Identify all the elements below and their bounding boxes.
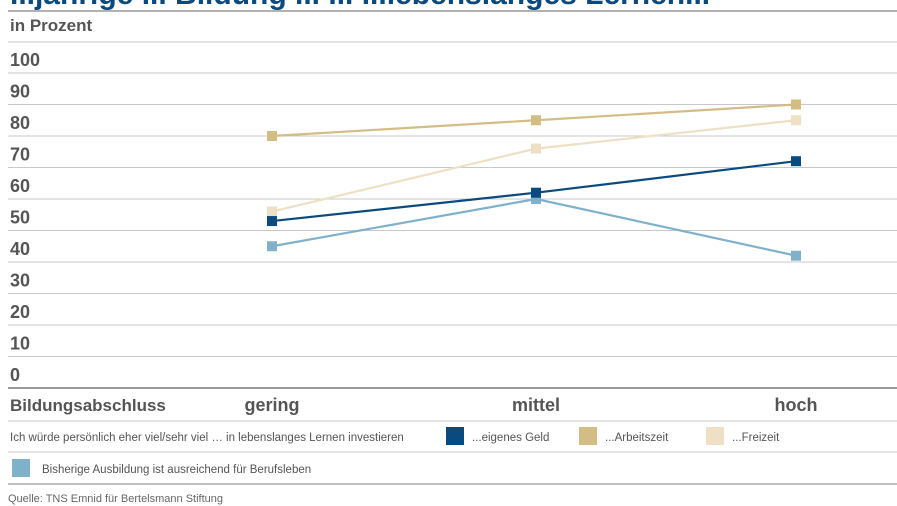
legend-intro: Ich würde persönlich eher viel/sehr viel… <box>10 432 404 444</box>
y-tick-label-0: 0 <box>10 365 20 385</box>
series-line-3 <box>271 197 797 257</box>
data-point-s2-mittel <box>531 143 541 154</box>
legend-label-3: Bisherige Ausbildung ist ausreichend für… <box>42 464 311 476</box>
data-point-s3-hoch <box>791 250 801 261</box>
chart-title-strip: ...jährige ... Bildung ... ... ...lebens… <box>0 0 897 11</box>
y-tick-label-90: 90 <box>10 82 30 102</box>
legend-swatch-0 <box>446 427 464 445</box>
data-point-s0-hoch <box>791 156 801 167</box>
y-tick-label-60: 60 <box>10 176 30 196</box>
legend-swatch-1 <box>579 427 597 445</box>
chart-title-fragment: ...jährige ... Bildung ... ... ...lebens… <box>10 0 710 11</box>
x-category-mittel: mittel <box>512 395 560 415</box>
y-tick-label-10: 10 <box>10 334 30 354</box>
data-point-s1-mittel <box>531 115 541 126</box>
y-tick-label-40: 40 <box>10 239 30 259</box>
y-tick-label-70: 70 <box>10 145 30 165</box>
data-point-s1-gering <box>267 131 277 141</box>
x-axis-title: Bildungsabschluss <box>10 396 166 415</box>
legend-label-1: ...Arbeitszeit <box>605 432 669 444</box>
x-category-gering: gering <box>244 395 299 415</box>
y-tick-label-80: 80 <box>10 113 30 133</box>
x-category-hoch: hoch <box>775 395 818 415</box>
source-note: Quelle: TNS Emnid für Bertelsmann Stiftu… <box>8 493 223 505</box>
data-point-s0-gering <box>267 216 277 227</box>
y-tick-label-100: 100 <box>10 50 40 70</box>
unit-label: in Prozent <box>10 16 93 35</box>
data-point-s2-hoch <box>791 115 801 126</box>
data-point-s1-hoch <box>791 99 801 110</box>
legend-label-2: ...Freizeit <box>732 432 780 444</box>
y-tick-label-50: 50 <box>10 208 30 228</box>
data-point-s3-mittel <box>531 194 541 204</box>
legend-swatch-3 <box>12 459 30 477</box>
data-point-s3-gering <box>267 241 277 252</box>
data-point-s0-mittel <box>531 187 541 198</box>
legend-swatch-2 <box>706 427 724 445</box>
data-point-s2-gering <box>267 206 277 217</box>
y-tick-label-20: 20 <box>10 302 30 322</box>
y-tick-label-30: 30 <box>10 271 30 291</box>
legend-label-0: ...eigenes Geld <box>472 432 549 444</box>
